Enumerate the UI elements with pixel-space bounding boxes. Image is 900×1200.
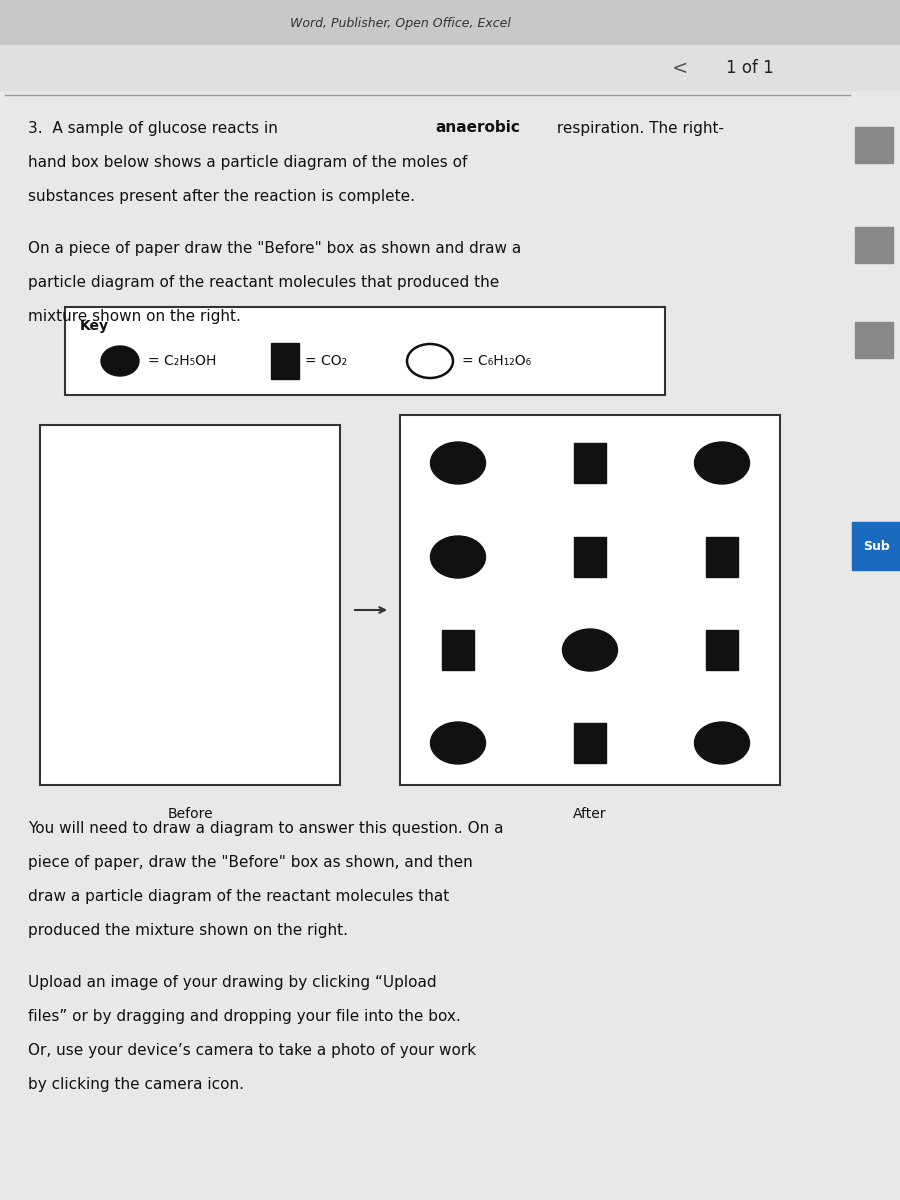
Ellipse shape [430,442,485,484]
Bar [65,307,665,395]
Text: respiration. The right-: respiration. The right- [552,120,724,136]
Ellipse shape [430,536,485,578]
Bar [706,538,738,577]
Text: anaerobic: anaerobic [435,120,520,136]
Bar [40,425,340,785]
Text: mixture shown on the right.: mixture shown on the right. [28,308,241,324]
Ellipse shape [430,722,485,764]
Bar [0,0,900,44]
Bar [574,443,606,482]
Text: Before: Before [167,806,212,821]
Text: = CO₂: = CO₂ [305,354,347,368]
Text: Or, use your device’s camera to take a photo of your work: Or, use your device’s camera to take a p… [28,1043,476,1057]
Text: 3.  A sample of glucose reacts in: 3. A sample of glucose reacts in [28,120,283,136]
Text: produced the mixture shown on the right.: produced the mixture shown on the right. [28,923,348,937]
Bar [574,722,606,763]
Bar [574,538,606,577]
Text: substances present after the reaction is complete.: substances present after the reaction is… [28,188,415,204]
Text: = C₆H₁₂O₆: = C₆H₁₂O₆ [462,354,531,368]
Text: Sub: Sub [862,540,889,552]
Bar [852,522,900,570]
Bar [855,227,893,263]
Bar [0,44,900,90]
Text: = C₂H₅OH: = C₂H₅OH [148,354,216,368]
Text: files” or by dragging and dropping your file into the box.: files” or by dragging and dropping your … [28,1008,461,1024]
Text: Key: Key [80,319,109,332]
Bar [400,415,780,785]
Bar [442,630,474,670]
Text: by clicking the camera icon.: by clicking the camera icon. [28,1076,244,1092]
Bar [271,343,299,379]
Text: piece of paper, draw the "Before" box as shown, and then: piece of paper, draw the "Before" box as… [28,854,472,870]
Ellipse shape [101,346,139,376]
Ellipse shape [695,442,750,484]
Text: On a piece of paper draw the "Before" box as shown and draw a: On a piece of paper draw the "Before" bo… [28,240,521,256]
Text: hand box below shows a particle diagram of the moles of: hand box below shows a particle diagram … [28,155,467,169]
Text: Upload an image of your drawing by clicking “Upload: Upload an image of your drawing by click… [28,974,436,990]
Ellipse shape [407,344,453,378]
Text: draw a particle diagram of the reactant molecules that: draw a particle diagram of the reactant … [28,888,449,904]
Text: After: After [573,806,607,821]
Ellipse shape [562,629,617,671]
Ellipse shape [695,722,750,764]
Bar [855,127,893,163]
Text: <: < [671,59,688,78]
Text: You will need to draw a diagram to answer this question. On a: You will need to draw a diagram to answe… [28,821,503,835]
Text: 1 of 1: 1 of 1 [726,59,774,77]
Bar [706,630,738,670]
Text: Word, Publisher, Open Office, Excel: Word, Publisher, Open Office, Excel [290,17,510,30]
Bar [855,322,893,358]
Text: particle diagram of the reactant molecules that produced the: particle diagram of the reactant molecul… [28,275,500,289]
